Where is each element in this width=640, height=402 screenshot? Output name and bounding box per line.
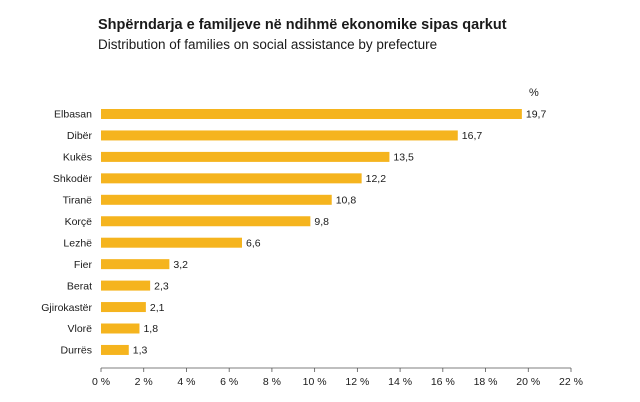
bar: [101, 259, 170, 270]
category-label: Fier: [74, 259, 93, 271]
x-tick-label: 12 %: [345, 376, 369, 388]
value-label: 12,2: [366, 173, 387, 185]
bar: [101, 109, 522, 119]
x-tick-label: 16 %: [431, 376, 455, 388]
category-label: Lezhë: [63, 237, 92, 249]
chart-title: Shpërndarja e familjeve në ndihmë ekonom…: [98, 17, 507, 33]
bar: [101, 302, 146, 313]
value-label: 3,2: [173, 259, 188, 271]
category-label: Kukës: [63, 152, 92, 164]
value-label: 16,7: [462, 130, 483, 142]
category-label: Shkodër: [53, 173, 93, 185]
category-label: Vlorë: [67, 323, 92, 335]
bar: [101, 194, 332, 205]
bar: [101, 280, 151, 291]
bar: [101, 216, 311, 227]
value-label: 2,3: [154, 280, 169, 292]
x-tick-label: 14 %: [388, 376, 412, 388]
category-label: Korçë: [65, 216, 93, 228]
x-tick-label: 2 %: [135, 376, 153, 388]
value-label: 1,8: [143, 323, 158, 335]
x-tick-label: 20 %: [516, 376, 540, 388]
value-label: 1,3: [133, 345, 148, 357]
value-label: 6,6: [246, 237, 261, 249]
x-tick-label: 4 %: [177, 376, 195, 388]
bar: [101, 151, 390, 162]
bar: [101, 173, 362, 184]
value-label: 13,5: [393, 152, 414, 164]
bar: [101, 130, 458, 141]
x-tick-label: 22 %: [559, 376, 583, 388]
category-label: Berat: [67, 280, 92, 292]
x-tick-label: 8 %: [263, 376, 281, 388]
bar: [101, 237, 242, 248]
category-label: Gjirokastër: [41, 302, 92, 314]
x-tick-label: 10 %: [303, 376, 327, 388]
category-label: Dibër: [67, 130, 93, 142]
unit-label: %: [529, 87, 539, 99]
value-label: 10,8: [336, 195, 357, 207]
value-label: 19,7: [526, 109, 547, 121]
category-label: Elbasan: [54, 109, 92, 121]
category-label: Durrës: [60, 345, 92, 357]
category-label: Tiranë: [63, 195, 93, 207]
x-tick-label: 0 %: [92, 376, 110, 388]
x-tick-label: 18 %: [474, 376, 498, 388]
value-label: 2,1: [150, 302, 165, 314]
bar: [101, 344, 129, 355]
x-tick-label: 6 %: [220, 376, 238, 388]
bar: [101, 323, 140, 334]
value-label: 9,8: [314, 216, 329, 228]
chart-subtitle: Distribution of families on social assis…: [98, 37, 438, 52]
